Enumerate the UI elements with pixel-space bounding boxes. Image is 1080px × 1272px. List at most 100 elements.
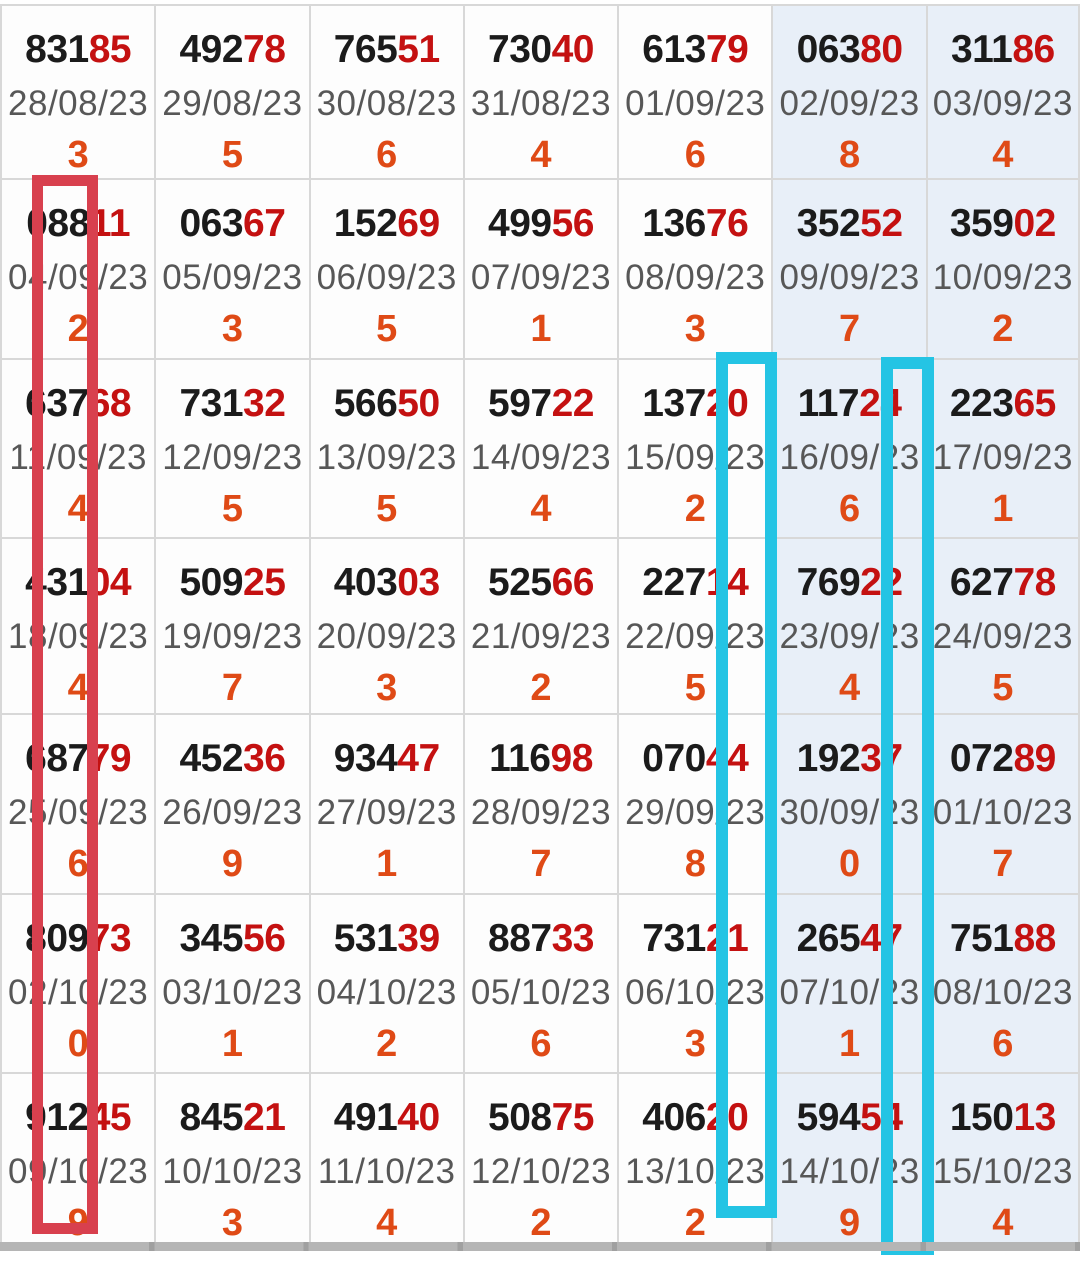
draw-number: 26547 — [797, 911, 903, 967]
draw-number-tail: 11 — [89, 202, 131, 245]
draw-number-main: 809 — [25, 917, 89, 960]
draw-number: 34556 — [179, 911, 285, 967]
result-digit: 2 — [67, 308, 89, 350]
draw-number-tail: 33 — [551, 917, 595, 960]
draw-number-main: 345 — [179, 917, 244, 960]
draw-date: 28/08/23 — [8, 84, 149, 123]
draw-date: 12/10/23 — [470, 1152, 612, 1191]
result-cell: 76922 23/09/23 4 — [771, 537, 926, 713]
result-digit: 2 — [684, 1202, 706, 1242]
draw-number-main: 223 — [949, 382, 1014, 425]
draw-date: 01/10/23 — [932, 793, 1073, 832]
result-digit: 9 — [221, 843, 243, 885]
result-digit: 1 — [530, 308, 552, 350]
result-digit: 5 — [376, 308, 398, 350]
draw-number-tail: 32 — [243, 382, 286, 425]
draw-number-tail: 78 — [1013, 561, 1056, 604]
result-cell: 11724 16/09/23 6 — [771, 358, 926, 537]
draw-number: 68779 — [25, 731, 131, 787]
result-digit: 0 — [67, 1023, 89, 1065]
draw-number-tail: 22 — [860, 561, 903, 604]
draw-number-main: 531 — [333, 917, 398, 960]
draw-date: 24/09/23 — [932, 617, 1073, 656]
draw-number: 35252 — [797, 196, 903, 252]
draw-number-tail: 65 — [1013, 382, 1056, 425]
draw-number-main: 088 — [26, 202, 90, 245]
draw-number-tail: 54 — [860, 1096, 903, 1139]
draw-number: 56650 — [334, 376, 440, 432]
result-digit: 1 — [992, 488, 1014, 530]
result-cell: 50875 12/10/23 2 — [462, 1072, 618, 1242]
result-cell: 35902 10/09/23 2 — [925, 178, 1080, 358]
draw-number-tail: 24 — [859, 382, 902, 425]
result-digit: 2 — [376, 1023, 398, 1065]
result-cell: 59722 14/09/23 4 — [462, 358, 618, 537]
draw-number: 73121 — [642, 911, 748, 967]
result-cell: 22365 17/09/23 1 — [925, 358, 1080, 537]
result-digit: 0 — [838, 843, 861, 885]
draw-date: 27/09/23 — [316, 793, 457, 832]
result-cell: 49956 07/09/23 1 — [462, 178, 618, 358]
draw-number: 43104 — [25, 555, 131, 611]
draw-date: 14/09/23 — [470, 438, 612, 477]
draw-number-tail: 56 — [551, 202, 595, 245]
horizontal-scrollbar[interactable] — [0, 1242, 1080, 1251]
draw-number-main: 769 — [796, 561, 861, 604]
result-digit: 4 — [530, 134, 552, 176]
result-digit: 8 — [838, 134, 861, 176]
result-cell: 88733 05/10/23 6 — [462, 893, 618, 1072]
draw-number-main: 613 — [642, 28, 706, 71]
result-cell: 07044 29/09/23 8 — [617, 713, 772, 893]
draw-number-main: 845 — [179, 1096, 244, 1139]
draw-date: 28/09/23 — [470, 793, 612, 832]
draw-number: 31186 — [951, 22, 1055, 78]
draw-number: 08811 — [26, 196, 130, 252]
draw-number-tail: 75 — [551, 1096, 595, 1139]
draw-number-tail: 36 — [243, 737, 286, 780]
draw-number: 76922 — [797, 555, 903, 611]
draw-number-tail: 03 — [397, 561, 440, 604]
draw-number-tail: 25 — [243, 561, 286, 604]
draw-number-main: 063 — [796, 28, 861, 71]
result-cell: 07289 01/10/23 7 — [925, 713, 1080, 893]
result-cell: 84521 10/10/23 3 — [154, 1072, 309, 1242]
draw-number: 40303 — [334, 555, 440, 611]
result-cell: 62778 24/09/23 5 — [925, 537, 1080, 713]
draw-number-main: 597 — [488, 382, 552, 425]
draw-number-tail: 86 — [1012, 28, 1055, 71]
draw-number-main: 751 — [949, 917, 1014, 960]
result-cell: 40303 20/09/23 3 — [308, 537, 463, 713]
draw-number-main: 150 — [949, 1096, 1014, 1139]
result-cell: 11698 28/09/23 7 — [462, 713, 618, 893]
draw-number-main: 152 — [333, 202, 398, 245]
result-digit: 4 — [838, 667, 861, 709]
draw-number-tail: 85 — [88, 28, 132, 71]
result-digit: 1 — [838, 1023, 861, 1065]
draw-date: 19/09/23 — [162, 617, 303, 656]
result-digit: 1 — [376, 843, 398, 885]
result-digit: 2 — [684, 488, 706, 530]
draw-number: 88733 — [488, 911, 594, 967]
result-cell: 13676 08/09/23 3 — [617, 178, 772, 358]
draw-number-tail: 67 — [243, 202, 286, 245]
draw-date: 15/09/23 — [625, 438, 766, 477]
draw-number-tail: 52 — [860, 202, 903, 245]
draw-date: 20/09/23 — [316, 617, 457, 656]
draw-number: 62778 — [950, 555, 1056, 611]
result-cell: 75188 08/10/23 6 — [925, 893, 1080, 1072]
result-digit: 5 — [221, 488, 243, 530]
draw-number-tail: 02 — [1013, 202, 1056, 245]
draw-number: 49278 — [179, 22, 285, 78]
draw-number: 93447 — [334, 731, 440, 787]
draw-date: 12/09/23 — [162, 438, 303, 477]
result-digit: 3 — [67, 134, 89, 176]
draw-number-main: 508 — [488, 1096, 552, 1139]
draw-date: 25/09/23 — [8, 793, 149, 832]
draw-date: 06/09/23 — [316, 258, 457, 297]
draw-number: 06367 — [179, 196, 285, 252]
draw-number: 50925 — [179, 555, 285, 611]
result-cell: 35252 09/09/23 7 — [771, 178, 926, 358]
draw-number-tail: 88 — [1013, 917, 1056, 960]
result-cell: 91245 09/10/23 9 — [0, 1072, 155, 1242]
draw-number: 11698 — [489, 731, 593, 787]
